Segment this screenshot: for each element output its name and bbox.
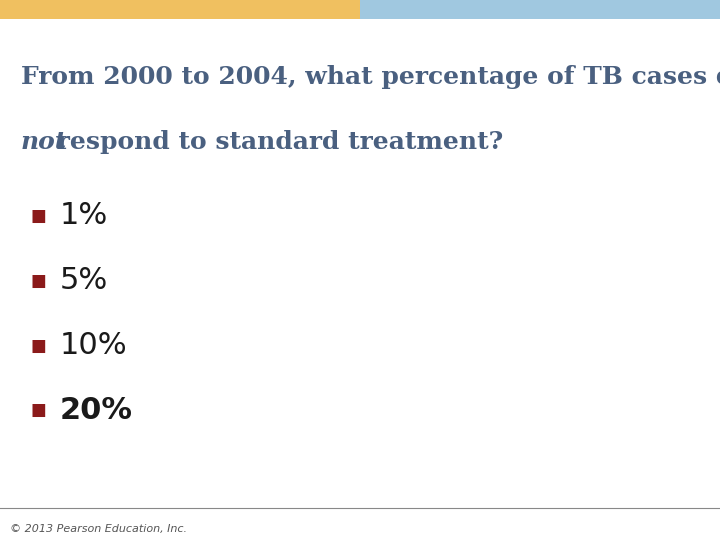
Text: not: not [21, 130, 67, 153]
Text: 5%: 5% [60, 266, 108, 295]
Text: © 2013 Pearson Education, Inc.: © 2013 Pearson Education, Inc. [10, 524, 187, 534]
Text: ■: ■ [31, 401, 47, 420]
Text: 20%: 20% [60, 396, 132, 425]
Text: ■: ■ [31, 336, 47, 355]
Text: respond to standard treatment?: respond to standard treatment? [48, 130, 503, 153]
Text: From 2000 to 2004, what percentage of TB cases did: From 2000 to 2004, what percentage of TB… [21, 65, 720, 89]
Text: 10%: 10% [60, 331, 127, 360]
Text: ■: ■ [31, 272, 47, 290]
Text: 1%: 1% [60, 201, 108, 231]
Text: ■: ■ [31, 207, 47, 225]
